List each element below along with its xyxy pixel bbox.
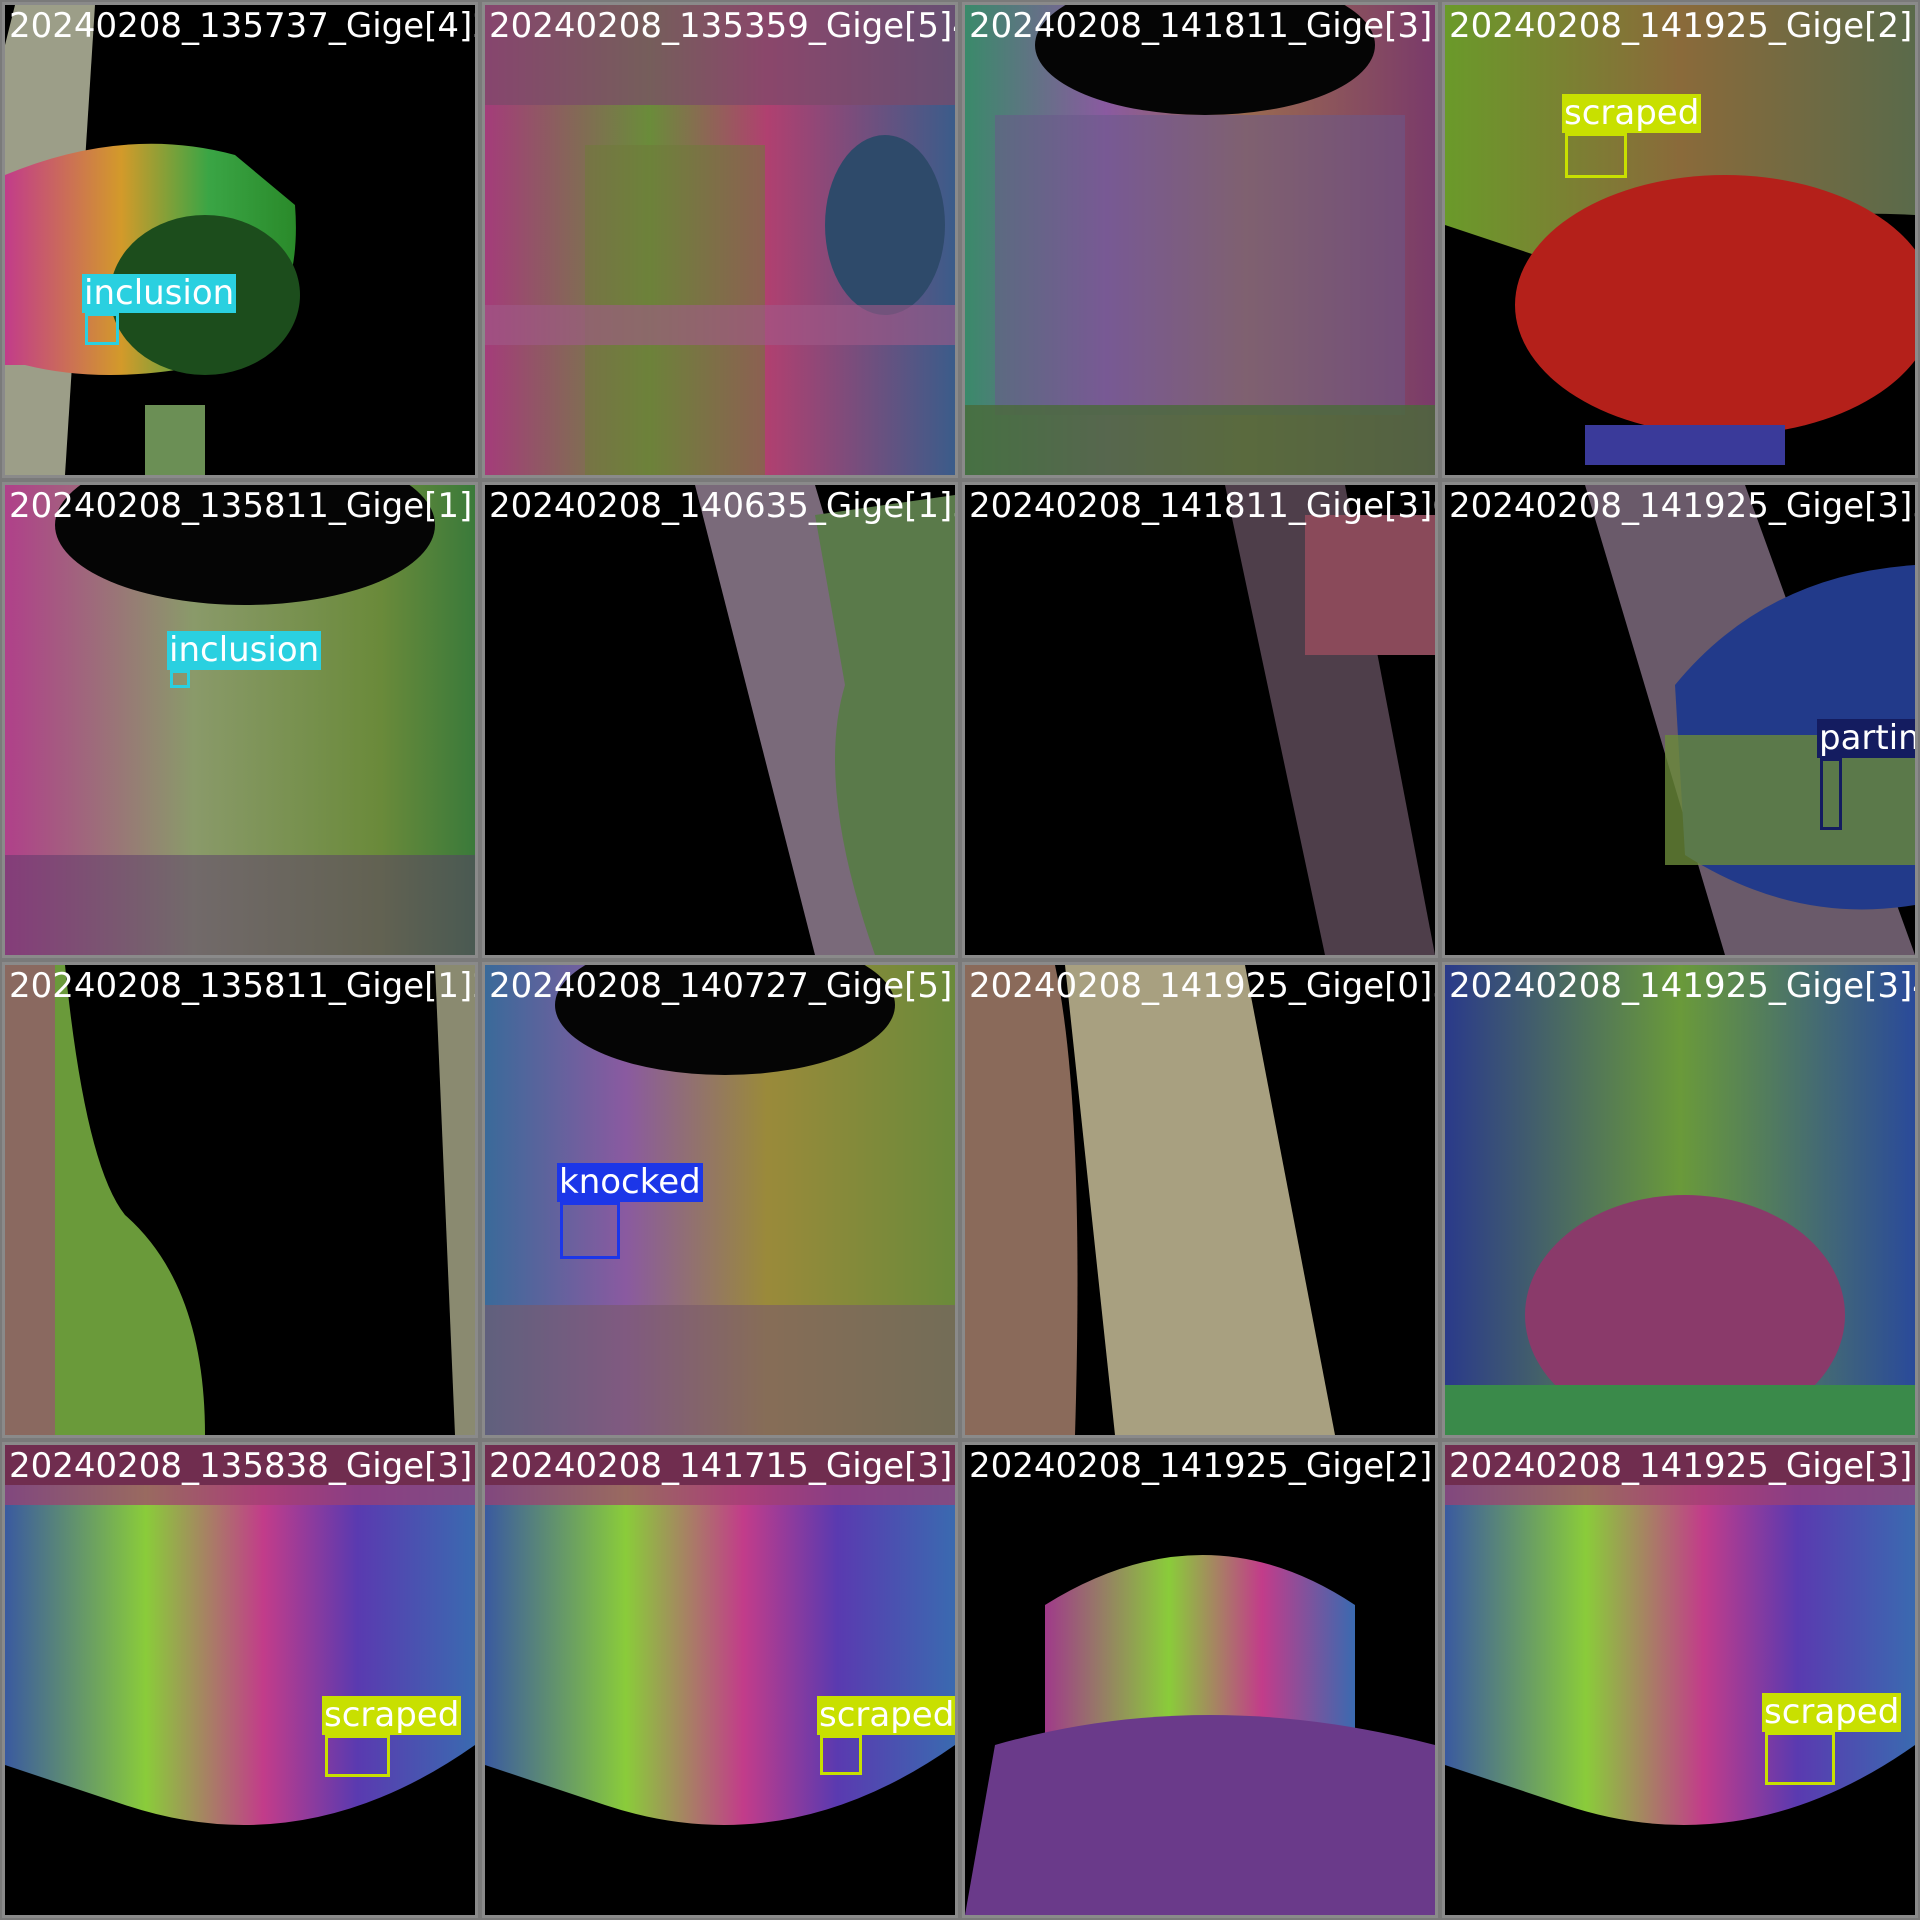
tile-13[interactable]: 20240208_135838_Gige[3]7.jpg scraped (2, 1442, 478, 1918)
detection[interactable]: inclusion (167, 631, 322, 688)
detection-label: scraped (1762, 1692, 1902, 1732)
tile-6[interactable]: 20240208_140635_Gige[1]3.jpg (482, 482, 958, 958)
tile-3[interactable]: 20240208_141811_Gige[3]1.jpg (962, 2, 1438, 478)
bounding-box (820, 1735, 862, 1775)
casting-photo (965, 5, 1435, 475)
bounding-box (325, 1735, 390, 1777)
casting-photo (5, 485, 475, 955)
image-filename: 20240208_141811_Gige[3]6.jpg (969, 486, 1435, 526)
bounding-box (560, 1202, 620, 1259)
casting-photo (965, 965, 1435, 1435)
bounding-box (170, 670, 190, 688)
tile-10[interactable]: 20240208_140727_Gige[5]1.jpg knocked (482, 962, 958, 1438)
detection-label: scraped (817, 1695, 955, 1735)
casting-photo (485, 1445, 955, 1915)
detection-label: knocked (557, 1162, 703, 1202)
image-filename: 20240208_141925_Gige[3]3.jpg (1449, 486, 1915, 526)
detection[interactable]: parting_line (1817, 719, 1915, 830)
casting-photo (5, 1445, 475, 1915)
tile-8[interactable]: 20240208_141925_Gige[3]3.jpg parting_lin… (1442, 482, 1918, 958)
casting-photo (1445, 5, 1915, 475)
casting-photo (1445, 965, 1915, 1435)
casting-photo (485, 485, 955, 955)
casting-photo (5, 965, 475, 1435)
detection-label: parting_line (1817, 719, 1915, 758)
bounding-box (1820, 758, 1842, 830)
tile-12[interactable]: 20240208_141925_Gige[3]4.jpg (1442, 962, 1918, 1438)
image-filename: 20240208_141925_Gige[0]5.jpg (969, 966, 1435, 1006)
casting-photo (965, 1445, 1435, 1915)
tile-1[interactable]: 20240208_135737_Gige[4]2.jpg inclusion (2, 2, 478, 478)
tile-4[interactable]: 20240208_141925_Gige[2]7.jpg scraped (1442, 2, 1918, 478)
detection[interactable]: inclusion (82, 274, 237, 345)
image-filename: 20240208_141925_Gige[3]7.jpg (1449, 1446, 1915, 1486)
tile-16[interactable]: 20240208_141925_Gige[3]7.jpg scraped (1442, 1442, 1918, 1918)
casting-photo (5, 5, 475, 475)
image-filename: 20240208_135359_Gige[5]4.jpg (489, 6, 955, 46)
image-filename: 20240208_140635_Gige[1]3.jpg (489, 486, 955, 526)
image-filename: 20240208_135737_Gige[4]2.jpg (9, 6, 475, 46)
detection-label: inclusion (167, 630, 322, 670)
image-filename: 20240208_141811_Gige[3]1.jpg (969, 6, 1435, 46)
detection[interactable]: scraped (322, 1696, 462, 1777)
image-filename: 20240208_140727_Gige[5]1.jpg (489, 966, 955, 1006)
tile-7[interactable]: 20240208_141811_Gige[3]6.jpg (962, 482, 1438, 958)
image-filename: 20240208_135811_Gige[1]1.jpg (9, 486, 475, 526)
casting-photo (485, 965, 955, 1435)
casting-photo (1445, 1445, 1915, 1915)
image-filename: 20240208_135811_Gige[1]2.jpg (9, 966, 475, 1006)
bounding-box (1565, 133, 1627, 178)
detection-label: inclusion (82, 273, 237, 313)
bounding-box (1765, 1732, 1835, 1785)
detection[interactable]: scraped (1562, 94, 1702, 178)
tile-14[interactable]: 20240208_141715_Gige[3]7.jpg scraped (482, 1442, 958, 1918)
tile-11[interactable]: 20240208_141925_Gige[0]5.jpg (962, 962, 1438, 1438)
detection[interactable]: scraped (1762, 1693, 1902, 1785)
image-filename: 20240208_135838_Gige[3]7.jpg (9, 1446, 475, 1486)
detection-label: scraped (322, 1695, 462, 1735)
casting-photo (485, 5, 955, 475)
image-filename: 20240208_141715_Gige[3]7.jpg (489, 1446, 955, 1486)
bounding-box (85, 313, 119, 345)
detection[interactable]: knocked (557, 1163, 703, 1259)
tile-5[interactable]: 20240208_135811_Gige[1]1.jpg inclusion (2, 482, 478, 958)
tile-15[interactable]: 20240208_141925_Gige[2]1.jpg (962, 1442, 1438, 1918)
casting-photo (1445, 485, 1915, 955)
detection-label: scraped (1562, 93, 1702, 133)
tile-2[interactable]: 20240208_135359_Gige[5]4.jpg (482, 2, 958, 478)
image-filename: 20240208_141925_Gige[2]1.jpg (969, 1446, 1435, 1486)
image-filename: 20240208_141925_Gige[2]7.jpg (1449, 6, 1915, 46)
image-filename: 20240208_141925_Gige[3]4.jpg (1449, 966, 1915, 1006)
tile-9[interactable]: 20240208_135811_Gige[1]2.jpg (2, 962, 478, 1438)
detection[interactable]: scraped (817, 1696, 955, 1775)
casting-photo (965, 485, 1435, 955)
